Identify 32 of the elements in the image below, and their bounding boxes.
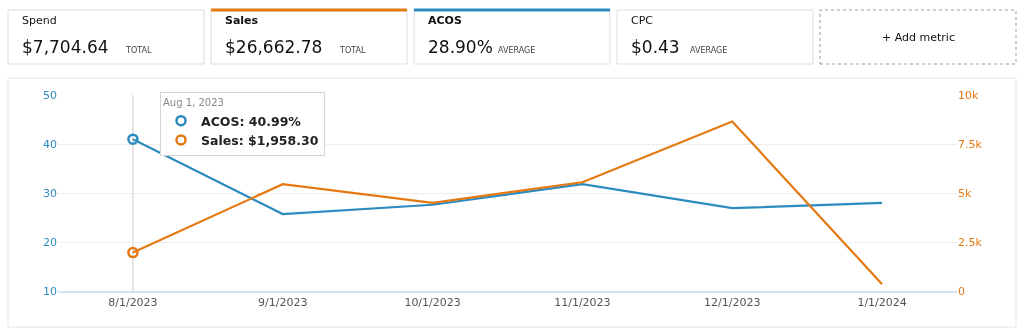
text: 28.90% bbox=[428, 37, 493, 57]
x-tick-label: 11/1/2023 bbox=[554, 296, 611, 310]
x-tick-label: 8/1/2023 bbox=[108, 296, 158, 310]
text: TOTAL bbox=[125, 46, 152, 55]
y-tick-label: 20 bbox=[43, 235, 57, 249]
y2-tick-label: 2.5k bbox=[958, 235, 983, 249]
y-tick-label: 50 bbox=[43, 88, 57, 102]
text: AVERAGE bbox=[498, 46, 536, 55]
y-tick-label: 30 bbox=[43, 186, 57, 200]
legend-label: Sales: $1,958.30 bbox=[201, 132, 319, 148]
y-tick-label: 40 bbox=[43, 137, 57, 151]
text: TOTAL bbox=[339, 46, 366, 55]
text: ACOS bbox=[428, 14, 462, 27]
y-tick-label: 10 bbox=[43, 284, 57, 298]
x-tick-label: 10/1/2023 bbox=[404, 296, 461, 310]
text: + Add metric bbox=[882, 31, 955, 44]
x-tick-label: 12/1/2023 bbox=[704, 296, 761, 310]
text: CPC bbox=[631, 14, 654, 27]
text: AVERAGE bbox=[690, 46, 728, 55]
x-tick-label: 9/1/2023 bbox=[258, 296, 308, 310]
text: $0.43 bbox=[631, 37, 680, 57]
y2-tick-label: 0 bbox=[958, 284, 965, 298]
legend-title: Aug 1, 2023 bbox=[163, 97, 224, 108]
y2-tick-label: 5k bbox=[958, 186, 972, 200]
legend-label: ACOS: 40.99% bbox=[201, 113, 302, 129]
x-tick-label: 1/1/2024 bbox=[857, 296, 907, 310]
text: Sales bbox=[225, 14, 259, 27]
y2-tick-label: 10k bbox=[958, 88, 979, 102]
text: $7,704.64 bbox=[22, 37, 109, 57]
text: Spend bbox=[22, 14, 57, 27]
text: $26,662.78 bbox=[225, 37, 323, 57]
y2-tick-label: 7.5k bbox=[958, 137, 983, 151]
